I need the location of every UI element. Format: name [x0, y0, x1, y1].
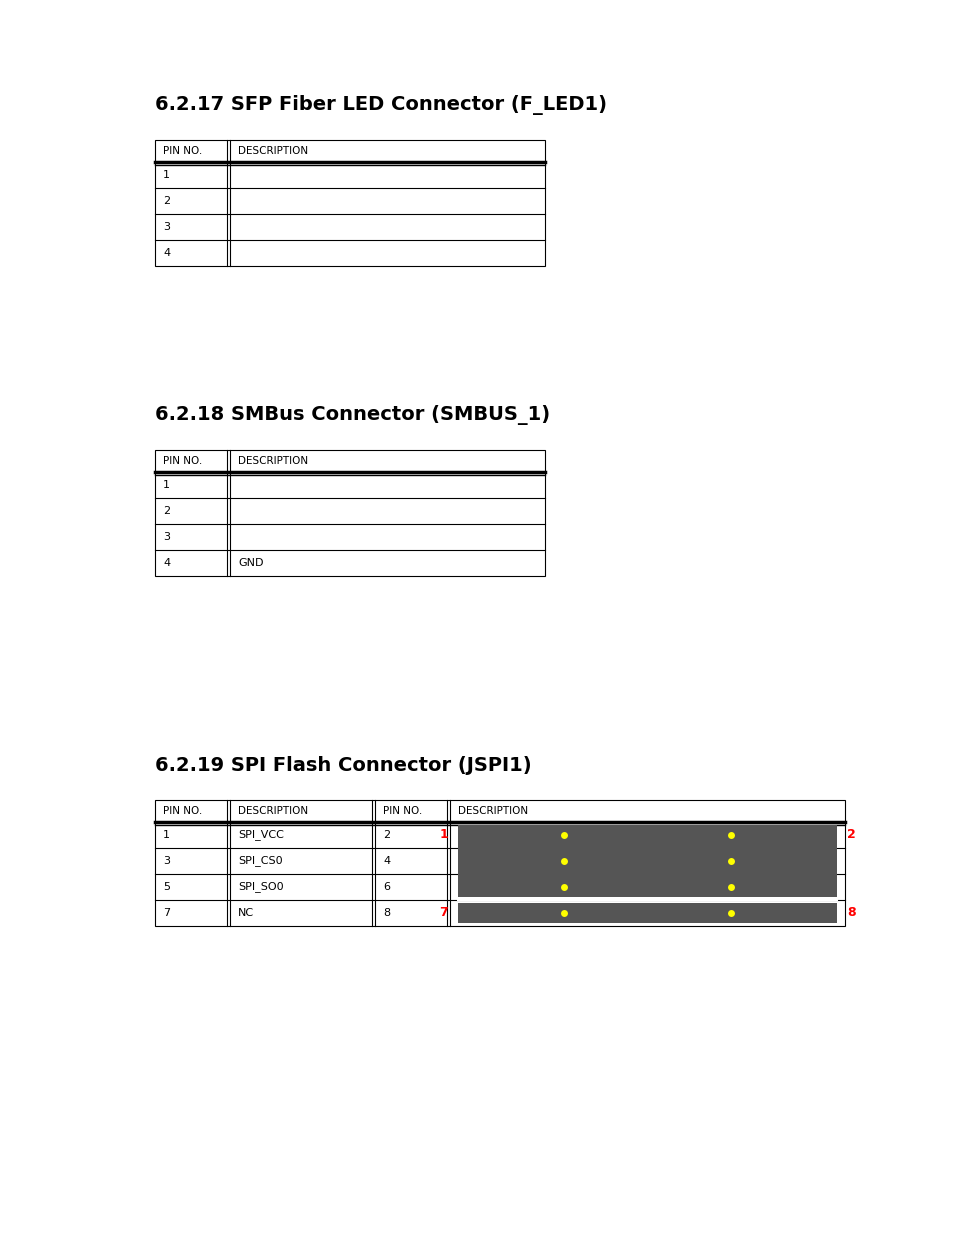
Text: 6: 6 [382, 882, 390, 892]
Text: 2: 2 [163, 506, 170, 516]
Text: SPI_SO0: SPI_SO0 [237, 882, 283, 893]
Text: PIN NO.: PIN NO. [163, 806, 202, 816]
Text: SPI_CS0: SPI_CS0 [237, 856, 282, 867]
Text: 6.2.18 SMBus Connector (SMBUS_1): 6.2.18 SMBus Connector (SMBUS_1) [154, 405, 550, 425]
Text: DESCRIPTION: DESCRIPTION [457, 806, 528, 816]
Text: 1: 1 [163, 830, 170, 840]
Text: SPI_VCC: SPI_VCC [237, 830, 284, 841]
Text: 7: 7 [438, 906, 448, 920]
Text: 4: 4 [382, 856, 390, 866]
Text: 2: 2 [382, 830, 390, 840]
Text: PIN NO.: PIN NO. [382, 806, 422, 816]
Text: GND: GND [237, 558, 263, 568]
Text: 2: 2 [163, 196, 170, 206]
Bar [457, 825, 836, 897]
Text: PIN NO.: PIN NO. [163, 456, 202, 466]
Text: 7: 7 [163, 908, 170, 918]
Text: 3: 3 [163, 222, 170, 232]
Text: 6.2.19 SPI Flash Connector (JSPI1): 6.2.19 SPI Flash Connector (JSPI1) [154, 756, 531, 776]
Text: DESCRIPTION: DESCRIPTION [237, 146, 308, 156]
Text: 1: 1 [163, 480, 170, 490]
Text: 3: 3 [163, 532, 170, 542]
Text: 4: 4 [163, 558, 170, 568]
Text: 8: 8 [846, 906, 855, 920]
Text: 4: 4 [163, 248, 170, 258]
Text: 5: 5 [163, 882, 170, 892]
Bar [154, 450, 544, 576]
Text: 6.2.17 SFP Fiber LED Connector (F_LED1): 6.2.17 SFP Fiber LED Connector (F_LED1) [154, 95, 606, 115]
Text: PIN NO.: PIN NO. [163, 146, 202, 156]
Text: 1: 1 [438, 829, 448, 841]
Text: DESCRIPTION: DESCRIPTION [237, 456, 308, 466]
Text: DESCRIPTION: DESCRIPTION [237, 806, 308, 816]
Bar [457, 903, 836, 923]
Text: 8: 8 [382, 908, 390, 918]
Text: 2: 2 [846, 829, 855, 841]
Bar [154, 800, 844, 926]
Text: 3: 3 [163, 856, 170, 866]
Text: NC: NC [237, 908, 253, 918]
Bar [154, 140, 544, 266]
Text: 1: 1 [163, 170, 170, 180]
